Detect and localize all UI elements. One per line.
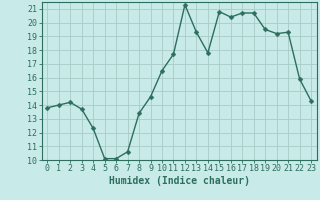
X-axis label: Humidex (Indice chaleur): Humidex (Indice chaleur)	[109, 176, 250, 186]
